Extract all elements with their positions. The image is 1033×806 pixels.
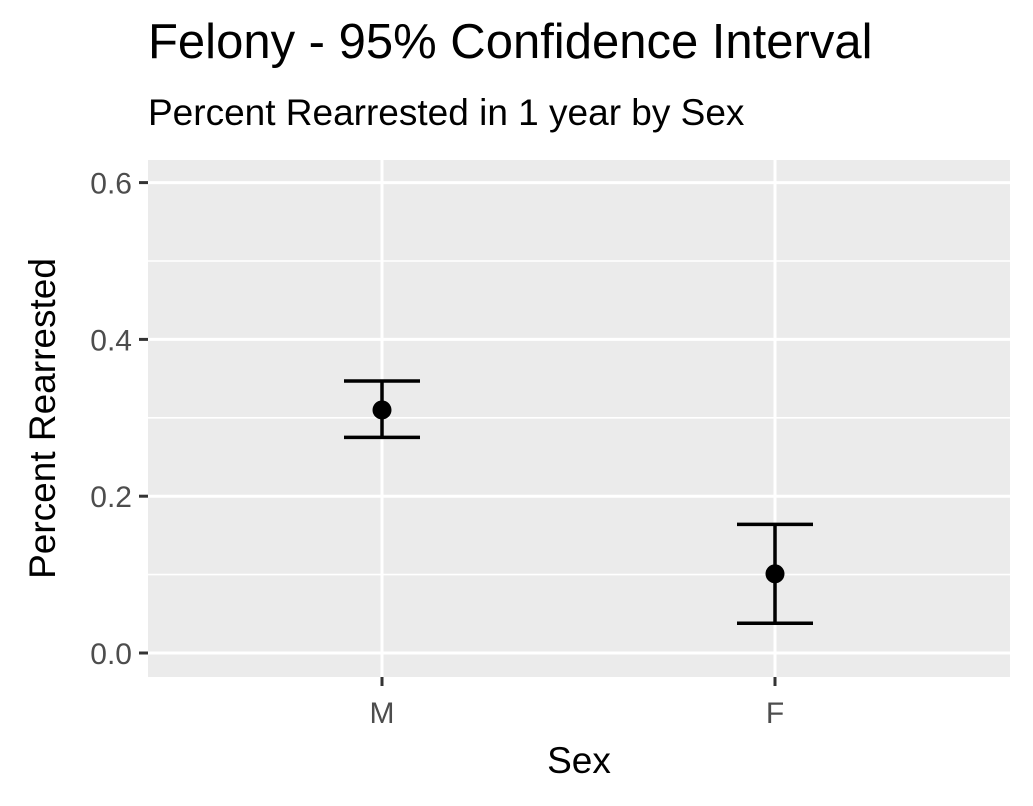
chart-subtitle: Percent Rearrested in 1 year by Sex: [148, 92, 745, 133]
point-f: [765, 564, 785, 584]
x-tick-label: M: [370, 697, 395, 730]
x-tick-label: F: [766, 697, 784, 730]
y-tick-label: 0.2: [90, 481, 132, 514]
y-tick-label: 0.0: [90, 638, 132, 671]
y-axis-title: Percent Rearrested: [22, 258, 63, 579]
y-tick-label: 0.4: [90, 324, 132, 357]
axis-ticks: 0.0 0.2 0.4 0.6 M F: [90, 168, 784, 730]
error-bars: [344, 379, 813, 625]
minor-gridlines: [148, 260, 1010, 576]
point-m: [372, 400, 392, 420]
chart-title: Felony - 95% Confidence Interval: [148, 15, 873, 69]
y-tick-label: 0.6: [90, 168, 132, 201]
x-axis-title: Sex: [547, 740, 611, 781]
